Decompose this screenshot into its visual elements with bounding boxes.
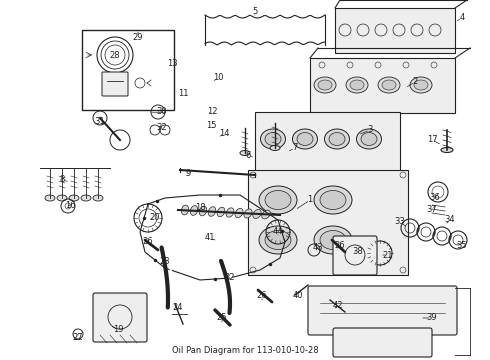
FancyBboxPatch shape: [308, 286, 457, 335]
Text: 31: 31: [95, 117, 105, 126]
Text: 11: 11: [178, 90, 188, 99]
FancyBboxPatch shape: [93, 293, 147, 342]
Ellipse shape: [253, 210, 261, 219]
Text: 12: 12: [207, 107, 217, 116]
Ellipse shape: [45, 195, 55, 201]
FancyBboxPatch shape: [102, 72, 128, 96]
Ellipse shape: [190, 206, 197, 215]
Bar: [82, 30, 174, 110]
Text: 44: 44: [273, 228, 283, 237]
FancyBboxPatch shape: [333, 236, 377, 275]
Text: 23: 23: [160, 257, 171, 266]
Text: 20: 20: [150, 213, 160, 222]
Text: 30: 30: [157, 108, 167, 117]
Ellipse shape: [270, 145, 280, 150]
Ellipse shape: [441, 148, 453, 153]
Text: 25: 25: [217, 312, 227, 321]
Text: 2: 2: [413, 77, 417, 86]
Text: 6: 6: [245, 150, 251, 159]
Text: 37: 37: [427, 206, 438, 215]
Ellipse shape: [261, 129, 286, 149]
Text: 3: 3: [368, 126, 373, 135]
Ellipse shape: [262, 210, 270, 219]
Ellipse shape: [320, 230, 346, 249]
Ellipse shape: [199, 206, 207, 216]
Ellipse shape: [69, 195, 79, 201]
Ellipse shape: [244, 209, 252, 218]
Ellipse shape: [265, 230, 291, 249]
Text: 29: 29: [133, 32, 143, 41]
Text: 36: 36: [430, 194, 441, 202]
Text: 1: 1: [307, 195, 313, 204]
Ellipse shape: [226, 208, 234, 217]
Ellipse shape: [265, 132, 281, 145]
Ellipse shape: [382, 80, 396, 90]
Ellipse shape: [259, 226, 297, 254]
Ellipse shape: [357, 129, 382, 149]
FancyBboxPatch shape: [333, 328, 432, 357]
Ellipse shape: [181, 205, 189, 215]
Text: 26: 26: [257, 292, 268, 301]
Ellipse shape: [314, 186, 352, 214]
Text: 5: 5: [252, 8, 258, 17]
Ellipse shape: [235, 208, 243, 217]
Text: 40: 40: [293, 291, 303, 300]
Text: 35: 35: [457, 240, 467, 249]
Text: Oil Pan Diagram for 113-010-10-28: Oil Pan Diagram for 113-010-10-28: [172, 346, 318, 355]
Text: 4: 4: [460, 13, 465, 22]
Text: 21: 21: [383, 251, 393, 260]
FancyBboxPatch shape: [255, 112, 400, 172]
Ellipse shape: [297, 132, 313, 145]
Text: 42: 42: [333, 301, 343, 310]
Ellipse shape: [81, 195, 91, 201]
Ellipse shape: [259, 186, 297, 214]
Ellipse shape: [318, 80, 332, 90]
Text: 28: 28: [110, 50, 121, 59]
Text: 22: 22: [225, 274, 235, 283]
Text: 26: 26: [335, 242, 345, 251]
Ellipse shape: [314, 226, 352, 254]
Ellipse shape: [361, 132, 377, 145]
Ellipse shape: [350, 80, 364, 90]
Text: 14: 14: [219, 129, 229, 138]
Text: 7: 7: [293, 144, 298, 153]
Text: 32: 32: [157, 123, 167, 132]
Text: 27: 27: [73, 333, 83, 342]
Text: 33: 33: [394, 217, 405, 226]
Ellipse shape: [293, 129, 318, 149]
Text: 41: 41: [205, 234, 215, 243]
Ellipse shape: [320, 190, 346, 210]
Ellipse shape: [93, 195, 103, 201]
Text: 38: 38: [353, 248, 364, 256]
Ellipse shape: [324, 129, 349, 149]
Ellipse shape: [217, 207, 225, 217]
Ellipse shape: [265, 190, 291, 210]
Text: 8: 8: [59, 175, 65, 184]
Ellipse shape: [314, 77, 336, 93]
Text: 26: 26: [143, 238, 153, 247]
Ellipse shape: [346, 77, 368, 93]
Text: 9: 9: [185, 168, 191, 177]
Text: 24: 24: [173, 303, 183, 312]
Text: 13: 13: [167, 58, 177, 68]
FancyBboxPatch shape: [310, 58, 455, 113]
Text: 34: 34: [445, 216, 455, 225]
Ellipse shape: [329, 132, 345, 145]
FancyBboxPatch shape: [335, 8, 455, 53]
Ellipse shape: [414, 80, 428, 90]
Text: 18: 18: [195, 203, 205, 212]
Ellipse shape: [57, 195, 67, 201]
Text: 19: 19: [113, 325, 123, 334]
Text: 43: 43: [313, 243, 323, 252]
Text: 17: 17: [427, 135, 437, 144]
Text: 15: 15: [206, 121, 216, 130]
FancyBboxPatch shape: [248, 170, 408, 275]
Ellipse shape: [208, 207, 216, 216]
Ellipse shape: [378, 77, 400, 93]
Text: 10: 10: [213, 73, 223, 82]
Text: 16: 16: [65, 201, 75, 210]
Ellipse shape: [410, 77, 432, 93]
Ellipse shape: [240, 150, 250, 156]
Text: 39: 39: [427, 314, 437, 323]
